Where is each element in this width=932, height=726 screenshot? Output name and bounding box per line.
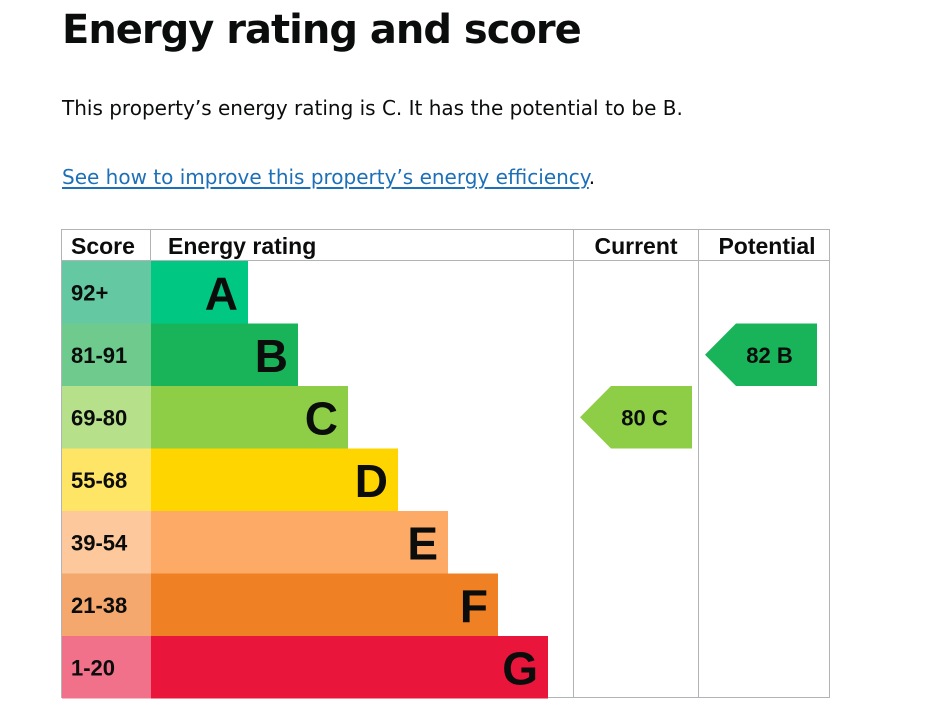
band-letter-a: A bbox=[205, 267, 238, 319]
band-letter-g: G bbox=[502, 642, 538, 694]
band-letter-d: D bbox=[355, 455, 388, 507]
score-cell-b bbox=[62, 323, 151, 386]
improve-efficiency-link[interactable]: See how to improve this property’s energ… bbox=[62, 165, 589, 189]
score-range-b: 81-91 bbox=[71, 343, 127, 368]
band-letter-c: C bbox=[305, 392, 338, 444]
band-letter-f: F bbox=[460, 580, 488, 632]
score-cell-e bbox=[62, 511, 151, 574]
score-cell-d bbox=[62, 448, 151, 511]
band-bar-c bbox=[151, 386, 348, 449]
score-range-e: 39-54 bbox=[71, 530, 128, 555]
band-bar-d bbox=[151, 448, 398, 511]
score-range-g: 1-20 bbox=[71, 655, 115, 680]
page-title: Energy rating and score bbox=[62, 7, 582, 53]
score-range-f: 21-38 bbox=[71, 593, 127, 618]
band-bar-e bbox=[151, 511, 448, 574]
band-bar-b bbox=[151, 323, 298, 386]
current-marker-label: 80 C bbox=[621, 405, 668, 430]
header-potential: Potential bbox=[718, 233, 815, 259]
band-bar-a bbox=[151, 261, 248, 324]
score-cell-f bbox=[62, 573, 151, 636]
improve-link-line: See how to improve this property’s energ… bbox=[62, 162, 595, 192]
band-letter-e: E bbox=[407, 517, 438, 569]
rating-markers: 80 C 82 B bbox=[580, 323, 817, 449]
rating-summary: This property’s energy rating is C. It h… bbox=[62, 96, 683, 120]
header-energy-rating: Energy rating bbox=[168, 233, 316, 259]
score-range-c: 69-80 bbox=[71, 405, 127, 430]
score-range-d: 55-68 bbox=[71, 468, 127, 493]
header-current: Current bbox=[594, 233, 677, 259]
potential-marker-label: 82 B bbox=[746, 343, 792, 368]
rating-bands: 92+ A 81-91 B 69-80 C 55-68 D 39-54 E 21-38 F 1-20 G bbox=[62, 261, 548, 699]
band-bar-f bbox=[151, 573, 498, 636]
score-cell-c bbox=[62, 386, 151, 449]
band-letter-b: B bbox=[255, 330, 288, 382]
score-cell-g bbox=[62, 636, 151, 699]
score-cell-a bbox=[62, 261, 151, 324]
potential-marker bbox=[705, 323, 817, 386]
current-marker bbox=[580, 386, 692, 449]
score-range-a: 92+ bbox=[71, 280, 108, 305]
link-suffix: . bbox=[588, 165, 596, 189]
band-bar-g bbox=[151, 636, 548, 699]
header-score: Score bbox=[71, 233, 135, 259]
